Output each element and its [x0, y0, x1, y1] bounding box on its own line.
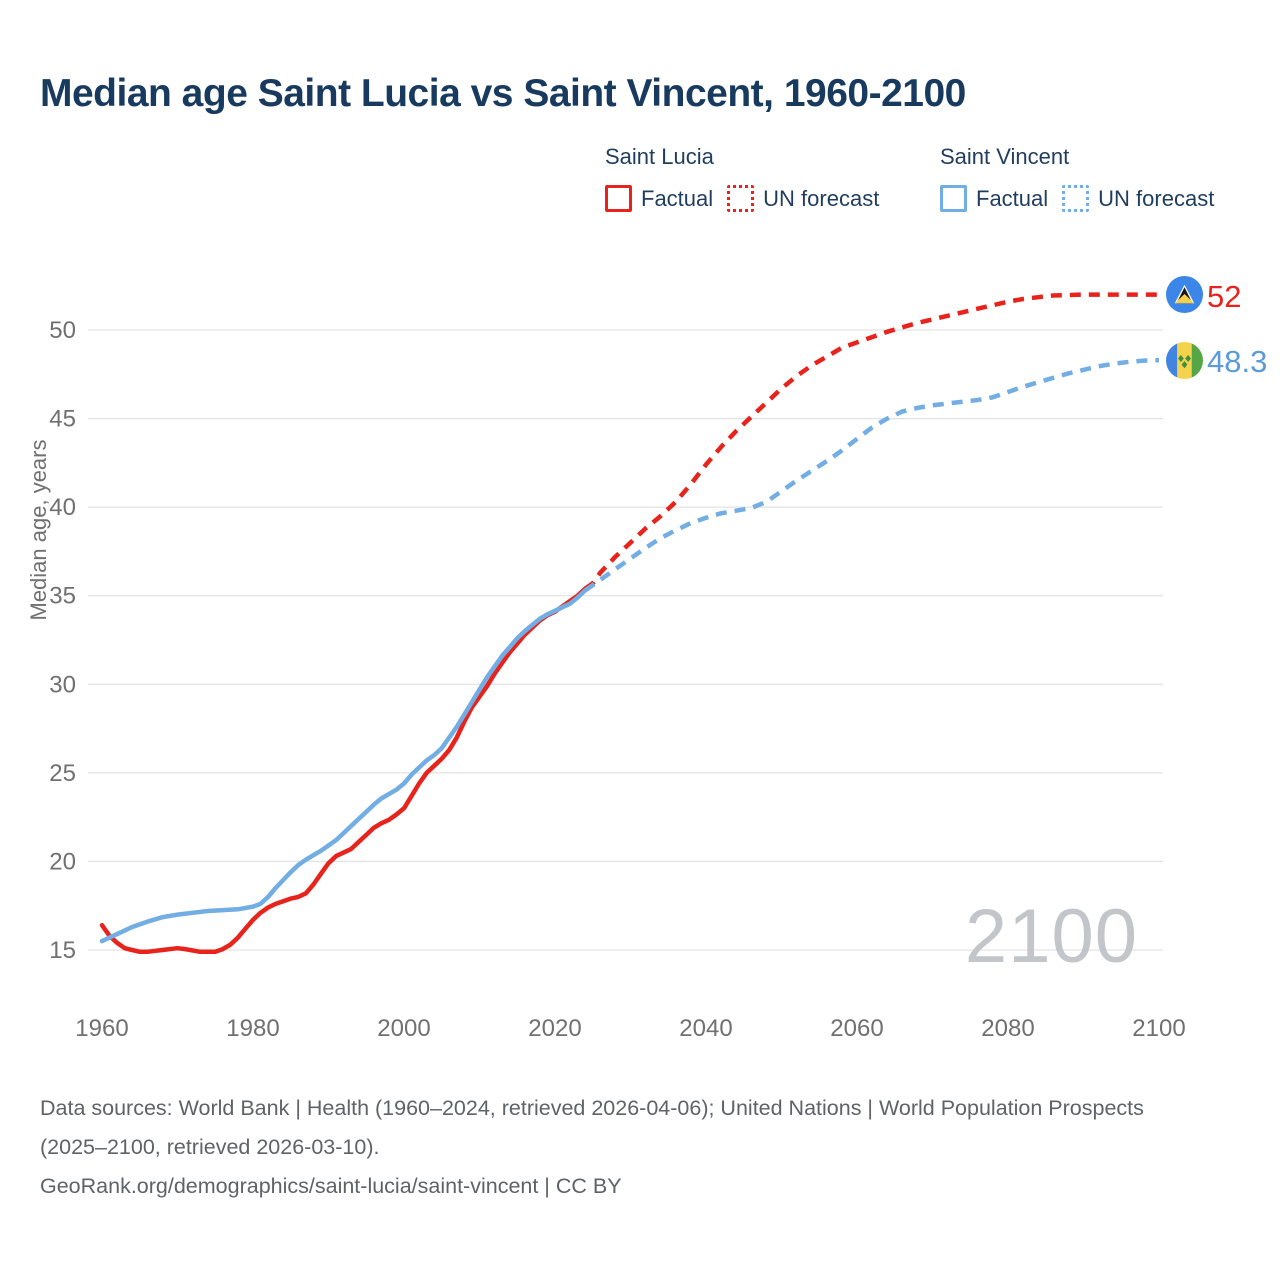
legend-item-saint-lucia-forecast[interactable]: UN forecast [727, 185, 879, 212]
series-saint-lucia-un-forecast [583, 292, 1159, 591]
saint-lucia-flag-icon [1166, 276, 1203, 313]
y-tick-label: 40 [49, 494, 76, 521]
legend-group-saint-vincent: Saint Vincent Factual UN forecast [940, 144, 1214, 212]
saint-lucia-end-value: 52 [1207, 279, 1242, 314]
saint-vincent-forecast-swatch-icon [1062, 185, 1090, 212]
x-tick-label: 2060 [830, 1015, 883, 1042]
saint-vincent-flag-icon [1166, 342, 1203, 379]
x-tick-label: 1980 [226, 1015, 279, 1042]
series-saint-lucia-factual [99, 586, 588, 955]
y-tick-label: 20 [49, 848, 76, 875]
footer-data-sources: Data sources: World Bank | Health (1960–… [40, 1096, 1144, 1159]
y-tick-label: 15 [49, 937, 76, 964]
saint-lucia-forecast-swatch-icon [727, 185, 755, 212]
series-saint-vincent-factual [99, 588, 588, 944]
legend-item-saint-vincent-factual[interactable]: Factual [940, 185, 1048, 212]
x-tick-label: 2040 [679, 1015, 732, 1042]
legend-item-saint-lucia-factual[interactable]: Factual [605, 185, 713, 212]
y-axis-title: Median age, years [26, 440, 51, 621]
saint-vincent-factual-swatch-icon [940, 185, 967, 212]
legend-header-saint-vincent: Saint Vincent [940, 144, 1070, 169]
footer-attribution: GeoRank.org/demographics/saint-lucia/sai… [40, 1174, 622, 1198]
y-tick-label: 30 [49, 671, 76, 698]
x-tick-label: 1960 [75, 1015, 128, 1042]
legend-item-saint-vincent-forecast[interactable]: UN forecast [1062, 185, 1214, 212]
x-tick-label: 2080 [981, 1015, 1034, 1042]
y-tick-label: 45 [49, 406, 76, 433]
saint-vincent-end-value: 48.3 [1207, 344, 1268, 379]
footer: Data sources: World Bank | Health (1960–… [40, 1089, 1155, 1206]
series-saint-vincent-un-forecast [583, 357, 1160, 593]
x-tick-label: 2020 [528, 1015, 581, 1042]
watermark-year: 2100 [964, 894, 1138, 979]
y-tick-label: 35 [49, 583, 76, 610]
saint-lucia-factual-swatch-icon [605, 185, 632, 212]
legend-header-saint-lucia: Saint Lucia [605, 144, 714, 169]
chart-title: Median age Saint Lucia vs Saint Vincent,… [40, 72, 966, 115]
y-tick-label: 25 [49, 760, 76, 787]
legend-group-saint-lucia: Saint Lucia Factual UN forecast [605, 144, 879, 212]
y-tick-label: 50 [49, 317, 76, 344]
x-tick-label: 2000 [377, 1015, 430, 1042]
x-tick-label: 2100 [1132, 1015, 1185, 1042]
